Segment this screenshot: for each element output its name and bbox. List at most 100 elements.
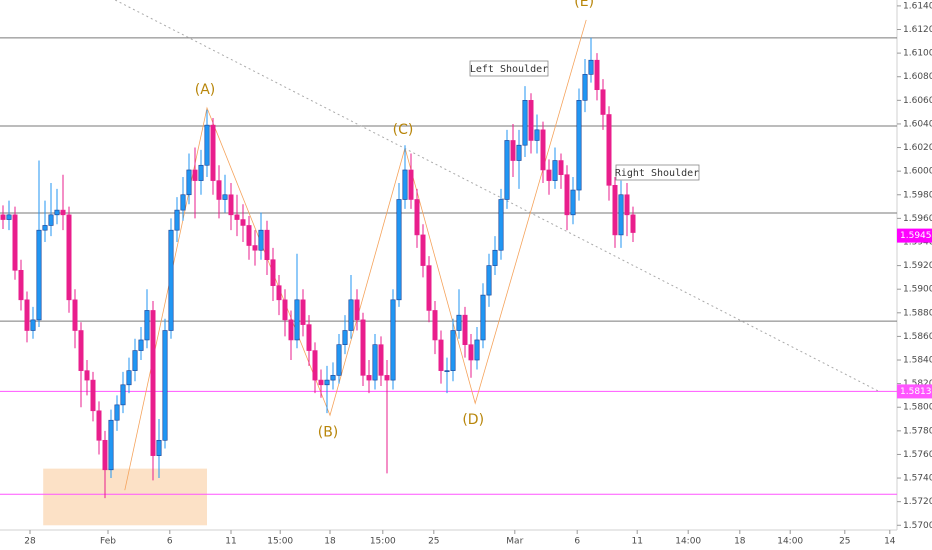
price-tag-label: 1.59454 [900, 231, 932, 241]
candle-body [618, 194, 624, 236]
y-tick-label: 1.58000 [903, 403, 932, 413]
y-tick-label: 1.57200 [903, 497, 932, 507]
candle-body [546, 169, 552, 181]
trendline [114, 0, 880, 392]
x-tick-label: 14 [884, 537, 896, 547]
candle-body [12, 214, 18, 271]
candle-body [180, 194, 186, 211]
candle-body [582, 74, 588, 101]
candle-body [186, 169, 192, 196]
y-tick-label: 1.58400 [903, 356, 932, 366]
candle-body [60, 209, 66, 216]
candle-body [222, 194, 228, 200]
x-tick-label: 28 [24, 537, 36, 547]
price-tag [897, 228, 932, 243]
candle-body [528, 100, 534, 141]
y-tick-label: 1.60000 [903, 167, 932, 177]
candle-body [540, 129, 546, 171]
y-tick-label: 1.60800 [903, 72, 932, 82]
candle-body [504, 140, 510, 200]
candle-body [144, 310, 150, 341]
candle-body [0, 214, 6, 220]
candle-body [246, 225, 252, 246]
candle-body [306, 324, 312, 351]
y-tick-label: 1.59000 [903, 285, 932, 295]
candle-body [162, 330, 168, 441]
candle-body [510, 140, 516, 161]
x-tick-label: 18 [324, 537, 336, 547]
candle-body [522, 100, 528, 146]
candle-body [456, 314, 462, 331]
price-tag-label: 1.58134 [900, 387, 932, 397]
y-tick-label: 1.60200 [903, 143, 932, 153]
candle-body [78, 330, 84, 371]
candle-body [390, 299, 396, 381]
candle-body [498, 199, 504, 251]
candle-body [54, 209, 60, 216]
annotation: Right Shoulder [615, 168, 699, 179]
candle-body [6, 214, 12, 220]
candle-body [18, 270, 24, 301]
candle-body [120, 384, 126, 406]
y-tick-label: 1.61200 [903, 25, 932, 35]
candle-body [276, 285, 282, 301]
candle-body [414, 199, 420, 236]
x-tick-label: 6 [167, 537, 173, 547]
candle-body [240, 219, 246, 226]
candle-body [132, 350, 138, 371]
x-tick-label: Mar [506, 537, 523, 547]
candle-body [198, 164, 204, 181]
candle-body [630, 214, 636, 233]
x-tick-label: 14:00 [675, 537, 701, 547]
annotation-box [615, 164, 700, 181]
y-tick-label: 1.59200 [903, 261, 932, 271]
candle-body [516, 144, 522, 161]
candle-body [336, 344, 342, 376]
candle-body [552, 160, 558, 181]
x-tick-label: 14:00 [777, 537, 803, 547]
candle-body [192, 169, 198, 181]
candle-body [606, 114, 612, 186]
candle-body [36, 229, 42, 321]
candle-body [588, 59, 594, 75]
candle-body [558, 160, 564, 175]
candle-body [216, 180, 222, 200]
y-tick-label: 1.57400 [903, 474, 932, 484]
candle-body [468, 344, 474, 361]
candle-body [384, 375, 390, 381]
candle-body [324, 379, 330, 386]
candle-body [366, 375, 372, 381]
candle-body [570, 189, 576, 216]
overlay-layer: Left Shoulder Right Shoulder (A) (B) (C) (D… [195, 0, 700, 440]
x-tick-label: 25 [839, 537, 850, 547]
x-tick-label: Feb [100, 537, 116, 547]
candle-body [258, 229, 264, 251]
y-tick-label: 1.57800 [903, 426, 932, 436]
wave-label: (D) [462, 412, 484, 428]
candle-body [360, 319, 366, 376]
x-tick-label: 6 [574, 537, 580, 547]
candle-body [174, 209, 180, 231]
wave-label: (E) [574, 0, 594, 10]
y-tick-label: 1.61000 [903, 49, 932, 59]
y-tick-label: 1.57600 [903, 450, 932, 460]
candle-body [594, 59, 600, 91]
candle-body [168, 229, 174, 331]
candle-body [102, 439, 108, 471]
candle-body [480, 294, 486, 341]
candle-body [576, 100, 582, 191]
candle-body [396, 199, 402, 301]
x-tick-label: 15:00 [370, 537, 396, 547]
candle-body [156, 439, 162, 456]
candle-body [30, 319, 36, 331]
candle-body [408, 169, 414, 200]
candle-body [474, 339, 480, 361]
y-tick-label: 1.58600 [903, 332, 932, 342]
candle-body [312, 350, 318, 381]
candle-body [24, 299, 30, 331]
candle-body [612, 185, 618, 236]
candle-body [234, 214, 240, 220]
candle-body [42, 225, 48, 231]
candle-body [300, 299, 306, 325]
